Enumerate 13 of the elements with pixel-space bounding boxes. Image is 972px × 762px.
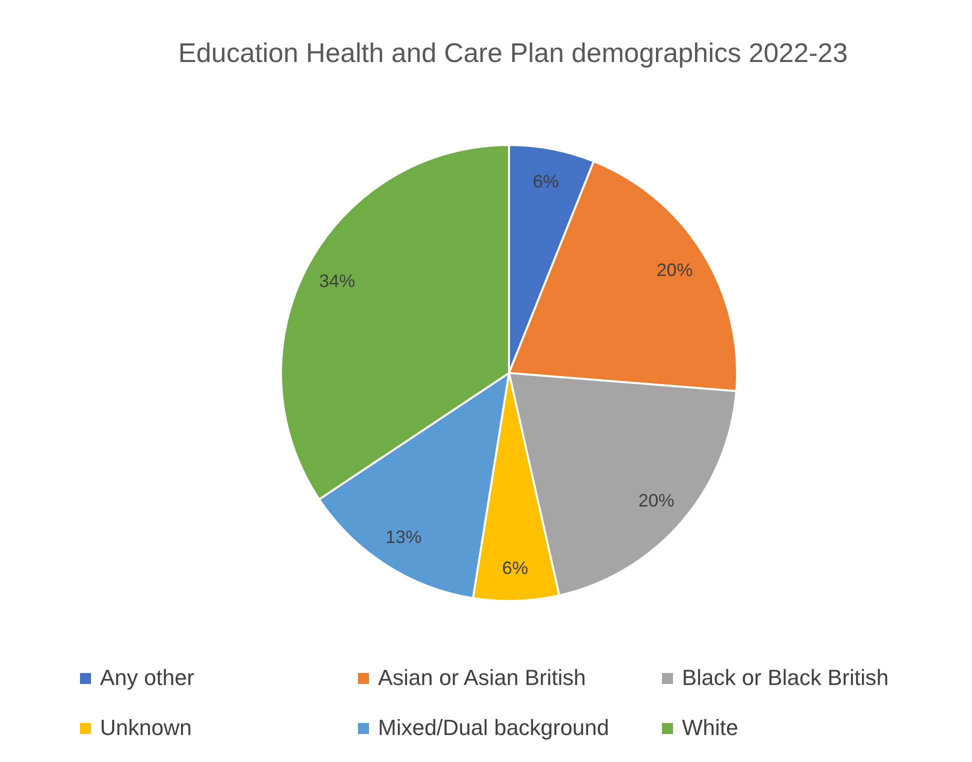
chart-title: Education Health and Care Plan demographics 2022-23: [177, 38, 849, 69]
legend-label: Black or Black British: [682, 665, 889, 691]
legend-label: White: [682, 715, 738, 741]
data-label: 6%: [502, 558, 528, 578]
legend-label: Any other: [100, 665, 194, 691]
data-label: 34%: [319, 270, 356, 291]
legend-label: Mixed/Dual background: [378, 715, 610, 741]
data-label: 13%: [386, 527, 422, 548]
data-label: 20%: [638, 490, 674, 511]
legend-label: Asian or Asian British: [378, 665, 586, 691]
data-label: 20%: [656, 260, 693, 280]
data-label: 6%: [532, 172, 559, 192]
legend-label: Unknown: [100, 715, 192, 741]
